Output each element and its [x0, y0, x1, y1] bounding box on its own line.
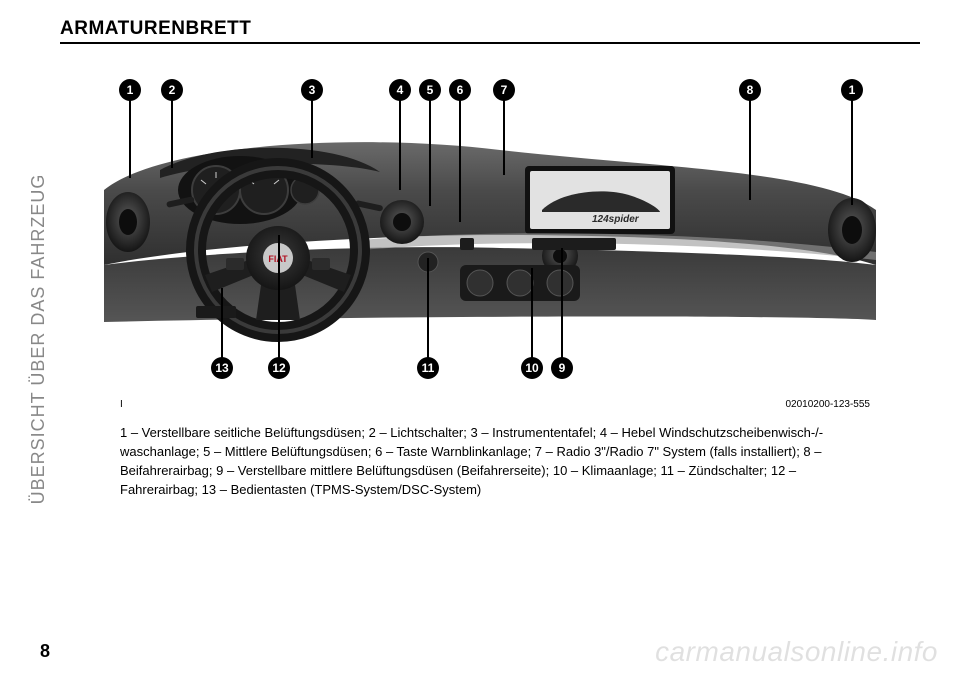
callout-12: 12	[268, 357, 290, 379]
callout-leader	[503, 90, 505, 175]
callout-10: 10	[521, 357, 543, 379]
callout-3: 3	[301, 79, 323, 101]
figure-wrapper: 124spider	[60, 60, 920, 395]
dashboard-figure: 124spider	[100, 60, 880, 395]
callout-leader	[561, 248, 563, 368]
figure-caption: I 02010200-123-555	[60, 399, 920, 410]
callout-5: 5	[419, 79, 441, 101]
callout-leader	[429, 90, 431, 206]
callout-13: 13	[211, 357, 233, 379]
callout-leader	[278, 235, 280, 368]
dashboard-illustration: 124spider	[100, 60, 880, 395]
callout-leader	[399, 90, 401, 190]
callout-7: 7	[493, 79, 515, 101]
callout-8: 8	[739, 79, 761, 101]
callout-leader	[129, 90, 131, 178]
page-number: 8	[40, 641, 50, 662]
section-label: ÜBERSICHT ÜBER DAS FAHRZEUG	[28, 174, 49, 505]
callout-1: 1	[119, 79, 141, 101]
callout-6: 6	[449, 79, 471, 101]
svg-text:124spider: 124spider	[592, 214, 640, 225]
callout-leader	[749, 90, 751, 200]
callout-4: 4	[389, 79, 411, 101]
watermark: carmanualsonline.info	[655, 636, 938, 668]
callout-leader	[427, 258, 429, 368]
callout-2: 2	[161, 79, 183, 101]
callout-9: 9	[551, 357, 573, 379]
callout-leader	[459, 90, 461, 222]
page-title: ARMATURENBRETT	[60, 18, 920, 44]
legend-text: 1 – Verstellbare seitliche Belüftungsdüs…	[60, 410, 910, 499]
callout-leader	[851, 90, 853, 205]
figure-code: 02010200-123-555	[785, 399, 870, 410]
figure-index: I	[120, 399, 123, 410]
callout-11: 11	[417, 357, 439, 379]
callout-leader	[221, 288, 223, 368]
callout-1: 1	[841, 79, 863, 101]
callout-leader	[171, 90, 173, 168]
callout-leader	[531, 268, 533, 368]
